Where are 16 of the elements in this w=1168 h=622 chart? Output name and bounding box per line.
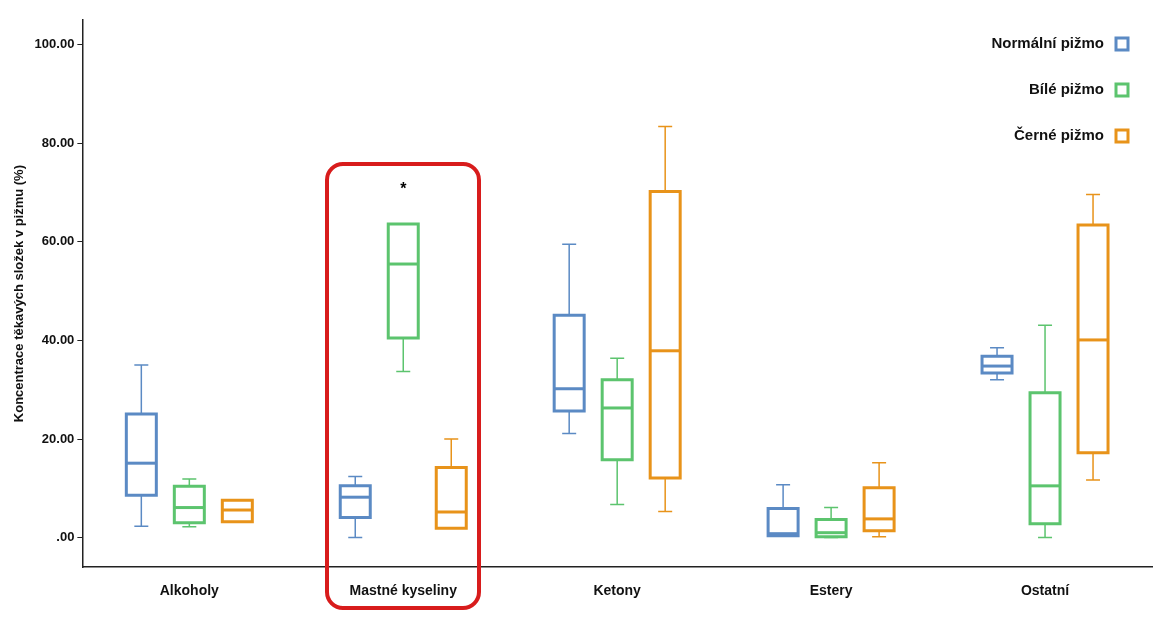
y-tick-label: 80.00	[41, 134, 75, 150]
legend-label: Normální pižmo	[991, 34, 1104, 52]
y-tick-label: 40.00	[41, 332, 75, 348]
annotation: *	[400, 180, 408, 198]
x-tick-label: Ketony	[593, 582, 642, 599]
y-tick-label: 100.00	[34, 36, 75, 52]
y-tick-label: .00	[56, 529, 75, 545]
x-tick-label: Estery	[809, 582, 853, 599]
y-tick-label: 60.00	[41, 233, 75, 249]
x-tick-label: Mastné kyseliny	[349, 582, 458, 599]
x-tick-label: Ostatní	[1020, 582, 1071, 599]
y-axis-title: Koncentrace těkavých složek v pižmu (%)	[11, 165, 27, 423]
x-tick-label: Alkoholy	[159, 582, 220, 599]
legend-label: Bílé pižmo	[1028, 80, 1104, 98]
y-tick-label: 20.00	[41, 430, 75, 446]
legend-label: Černé pižmo	[1013, 126, 1104, 144]
